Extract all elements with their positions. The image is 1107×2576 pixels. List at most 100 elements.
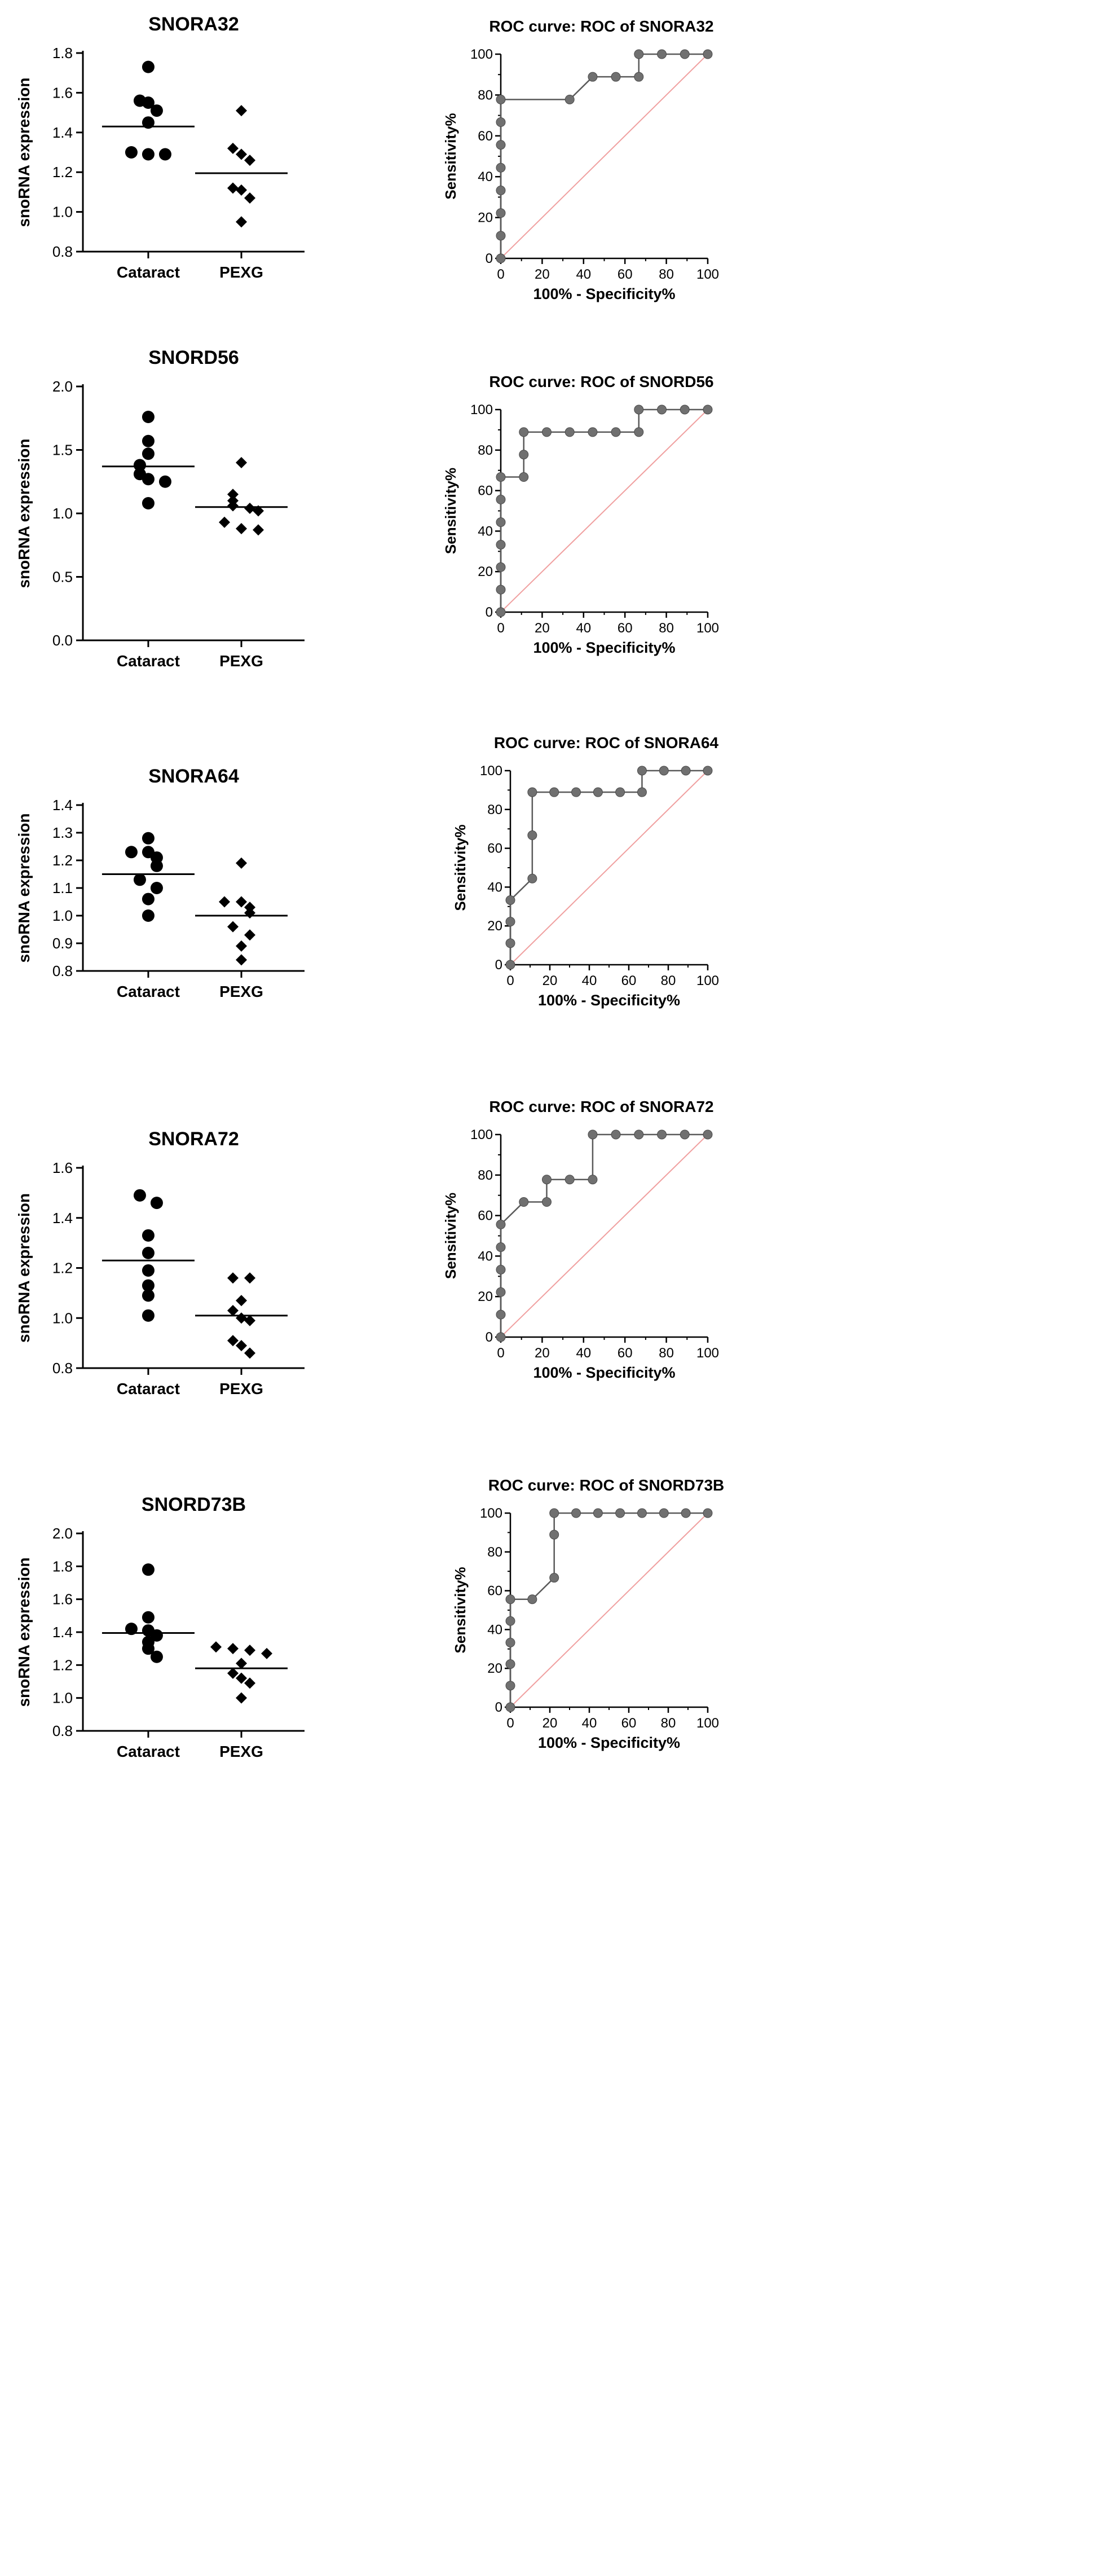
roc-point (634, 405, 644, 415)
pexg-point (227, 142, 239, 154)
roc-point (505, 1659, 515, 1669)
roc-point (496, 517, 506, 527)
y-tick-label: 40 (487, 880, 502, 895)
y-tick-label: 1.2 (52, 1656, 73, 1673)
snorna-dot-plot: SNORA72 0.8 1.0 1.2 1.4 1.6 snoRNA expression C… (15, 1128, 305, 1397)
chart-title: ROC curve: ROC of SNORD73B (488, 1476, 725, 1494)
roc-point (496, 539, 506, 550)
roc-point (496, 472, 506, 482)
roc-point (681, 766, 691, 776)
y-tick-label: 2.0 (52, 1525, 73, 1542)
roc-point (637, 787, 647, 797)
roc-point (703, 405, 713, 415)
roc-point (505, 1637, 515, 1647)
y-axis-label: snoRNA expression (15, 1557, 33, 1707)
chart-title: ROC curve: ROC of SNORD56 (489, 373, 713, 390)
y-tick-label: 20 (478, 564, 493, 579)
x-tick-label: 60 (618, 1346, 633, 1361)
roc-point (657, 49, 667, 59)
roc-point (659, 766, 669, 776)
y-axis-label: snoRNA expression (15, 813, 33, 962)
cataract-point (142, 909, 155, 922)
cataract-point (142, 60, 155, 73)
roc-point (615, 1508, 625, 1518)
y-tick-label: 0 (495, 1700, 502, 1715)
y-tick-label: 1.4 (52, 1624, 73, 1641)
roc-point (519, 427, 529, 437)
x-tick-label: 40 (576, 621, 591, 636)
y-tick-label: 1.6 (52, 1159, 73, 1176)
y-tick-label: 1.4 (52, 1210, 73, 1227)
x-axis-label: 100% - Specificity% (533, 1364, 675, 1381)
pexg-point (218, 896, 230, 908)
x-tick-label: 80 (661, 973, 676, 988)
x-tick-label: Cataract (117, 263, 180, 281)
cataract-point (125, 846, 138, 859)
roc-point (519, 450, 529, 460)
roc-point (496, 94, 506, 104)
roc-point (496, 117, 506, 128)
pexg-point (244, 155, 255, 166)
roc-point (527, 873, 537, 883)
pexg-point (235, 523, 247, 534)
roc-point (505, 1681, 515, 1691)
pexg-point (235, 857, 247, 869)
roc-point (496, 1264, 506, 1274)
y-tick-label: 40 (478, 1249, 493, 1264)
roc-line (509, 770, 708, 965)
cataract-point (142, 447, 155, 460)
roc-curve-plot: ROC curve: ROC of SNORA64 0 20 40 60 80 100 0 20… (452, 734, 719, 1009)
roc-point (496, 1309, 506, 1320)
cataract-point (150, 882, 163, 894)
y-tick-label: 0 (486, 1330, 493, 1345)
roc-point (527, 830, 537, 841)
cataract-point (150, 104, 163, 117)
pexg-point (252, 505, 264, 517)
cataract-point (142, 1289, 155, 1302)
roc-point (611, 72, 621, 82)
x-axis-label: 100% - Specificity% (538, 1734, 680, 1751)
roc-point (611, 427, 621, 437)
x-tick-label: 20 (543, 973, 558, 988)
y-axis-label: snoRNA expression (15, 1193, 33, 1343)
chart-title: ROC curve: ROC of SNORA64 (494, 734, 719, 751)
cataract-point (125, 146, 138, 159)
x-tick-label: 100 (696, 973, 719, 988)
cataract-point (133, 459, 146, 472)
x-tick-label: 60 (621, 1716, 637, 1731)
x-tick-label: 20 (535, 1346, 550, 1361)
y-tick-label: 1.5 (52, 442, 73, 459)
y-tick-label: 40 (478, 524, 493, 539)
x-axis-label: 100% - Specificity% (538, 992, 680, 1009)
y-axis-label: snoRNA expression (15, 77, 33, 227)
reference-diagonal (510, 1513, 708, 1708)
pexg-point (235, 216, 247, 228)
roc-point (564, 427, 575, 437)
snorna-dot-plot: SNORD73B 0.8 1.0 1.2 1.4 1.6 1.8 2.0 snoRNA expr… (15, 1494, 305, 1760)
cataract-point (142, 1264, 155, 1277)
roc-point (634, 427, 644, 437)
cataract-point (150, 1650, 163, 1663)
y-tick-label: 20 (478, 210, 493, 226)
pexg-point (235, 1295, 247, 1307)
y-tick-label: 0 (495, 957, 502, 973)
y-tick-label: 1.6 (52, 1591, 73, 1608)
roc-point (505, 960, 515, 970)
cataract-point (142, 1642, 155, 1655)
roc-point (637, 1508, 647, 1518)
roc-point (496, 494, 506, 504)
y-tick-label: 0.9 (52, 935, 73, 952)
roc-point (496, 1287, 506, 1297)
cataract-point (142, 411, 155, 423)
roc-point (496, 1242, 506, 1252)
cataract-point (142, 1563, 155, 1576)
y-tick-label: 1.3 (52, 824, 73, 841)
pexg-point (235, 896, 247, 908)
x-tick-label: 40 (582, 973, 597, 988)
y-tick-label: 100 (480, 1506, 502, 1521)
x-tick-label: 60 (618, 621, 633, 636)
x-tick-label: Cataract (117, 983, 180, 1000)
pexg-point (235, 148, 247, 160)
pexg-point (235, 1340, 247, 1352)
